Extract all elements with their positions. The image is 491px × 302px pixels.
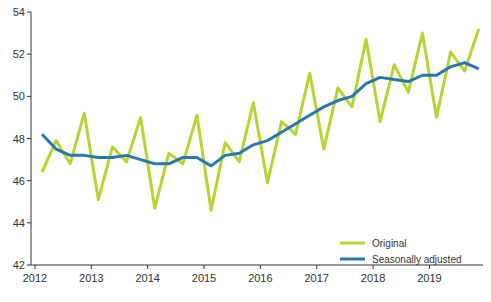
plot-area	[42, 29, 479, 210]
x-tick-label: 2014	[135, 272, 159, 284]
x-tick-label: 2019	[417, 272, 441, 284]
y-tick	[27, 180, 31, 181]
series-line	[42, 29, 479, 210]
x-tick-label: 2012	[23, 272, 47, 284]
x-tick	[204, 265, 205, 269]
y-tick-label: 54	[13, 6, 25, 18]
x-tick-label: 2015	[192, 272, 216, 284]
y-tick-label: 50	[13, 90, 25, 102]
y-tick-label: 44	[13, 217, 25, 229]
y-tick	[27, 265, 31, 266]
y-tick-label: 52	[13, 48, 25, 60]
y-tick-label: 48	[13, 133, 25, 145]
x-tick-label: 2016	[248, 272, 272, 284]
y-tick	[27, 138, 31, 139]
legend-swatch	[340, 242, 365, 245]
x-tick	[34, 265, 35, 269]
x-tick	[260, 265, 261, 269]
x-tick	[316, 265, 317, 269]
y-tick	[27, 222, 31, 223]
y-tick-label: 42	[13, 259, 25, 271]
x-tick-label: 2013	[79, 272, 103, 284]
series-line	[42, 63, 479, 166]
legend-label: Seasonally adjusted	[372, 254, 462, 265]
chart: 42 44 46 48 50 52 54 2012 2013 2014 2015 2016 2017 20…	[0, 0, 491, 302]
x-tick	[373, 265, 374, 269]
y-tick	[27, 54, 31, 55]
x-tick-label: 2018	[361, 272, 385, 284]
legend-swatch	[340, 258, 365, 261]
x-tick-label: 2017	[304, 272, 328, 284]
legend-label: Original	[372, 238, 406, 249]
y-tick	[27, 12, 31, 13]
x-tick	[429, 265, 430, 269]
y-tick	[27, 96, 31, 97]
x-tick	[91, 265, 92, 269]
x-tick	[147, 265, 148, 269]
y-tick-label: 46	[13, 175, 25, 187]
